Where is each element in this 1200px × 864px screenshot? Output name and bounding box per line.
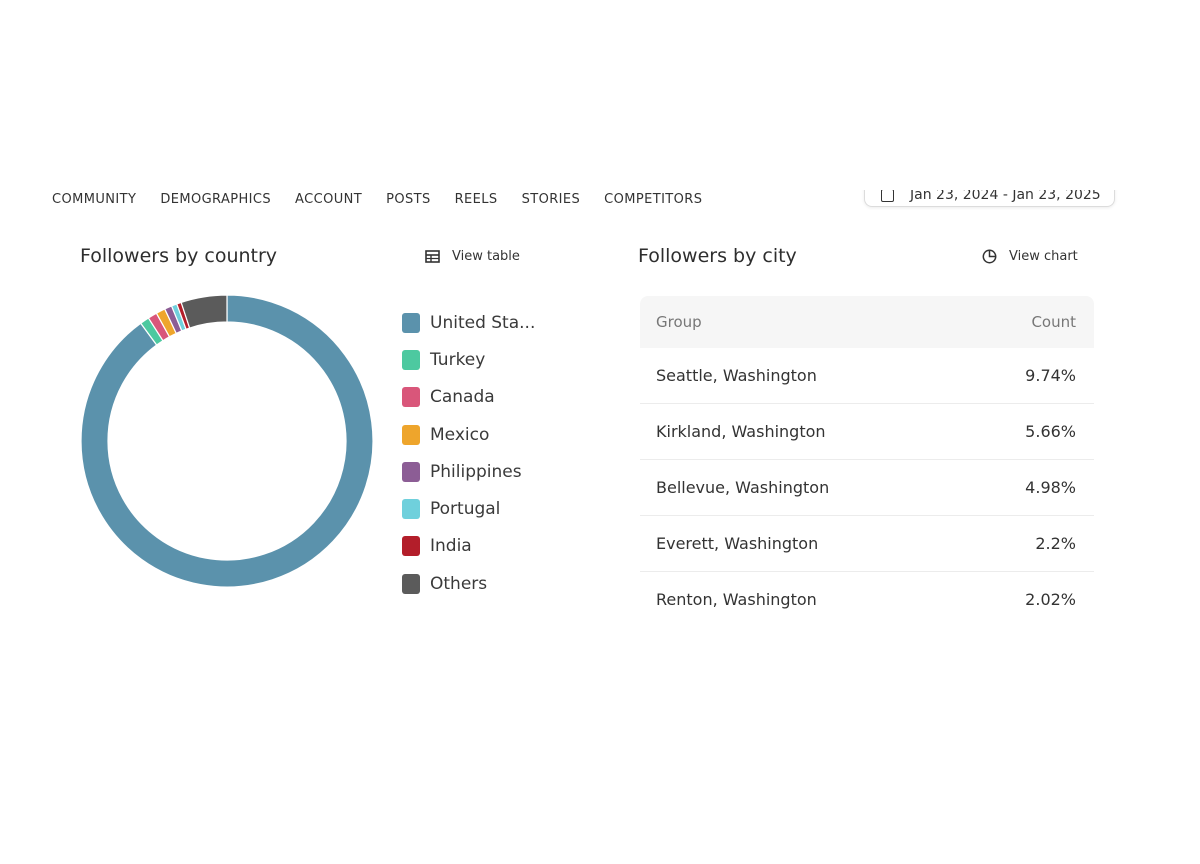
top-nav: COMMUNITY DEMOGRAPHICS ACCOUNT POSTS REE…	[0, 190, 1200, 210]
legend-label: Mexico	[430, 424, 490, 445]
city-count: 9.74%	[1025, 366, 1076, 385]
column-header-count: Count	[1031, 313, 1076, 331]
legend-swatch	[402, 499, 420, 520]
legend-item-united-states[interactable]: United Sta...	[402, 304, 535, 341]
table-row: Kirkland, Washington 5.66%	[640, 404, 1094, 460]
city-name: Bellevue, Washington	[656, 478, 830, 497]
city-name: Seattle, Washington	[656, 366, 817, 385]
table-icon	[425, 250, 440, 263]
tab-demographics[interactable]: DEMOGRAPHICS	[160, 192, 272, 207]
legend-item-portugal[interactable]: Portugal	[402, 490, 535, 527]
date-range-text: Jan 23, 2024 - Jan 23, 2025	[910, 190, 1101, 203]
legend-swatch	[402, 536, 420, 557]
legend-label: India	[430, 536, 472, 557]
legend-swatch	[402, 573, 420, 594]
tab-posts[interactable]: POSTS	[386, 192, 431, 207]
legend-item-turkey[interactable]: Turkey	[402, 341, 535, 378]
tab-community[interactable]: COMMUNITY	[52, 192, 137, 207]
legend-label: Turkey	[430, 349, 486, 370]
country-card-title: Followers by country	[80, 245, 278, 267]
view-chart-label: View chart	[1009, 249, 1078, 264]
legend-label: Philippines	[430, 461, 522, 482]
legend-item-mexico[interactable]: Mexico	[402, 416, 535, 453]
tab-account[interactable]: ACCOUNT	[295, 192, 363, 207]
city-count: 5.66%	[1025, 422, 1076, 441]
legend-swatch	[402, 424, 420, 445]
table-row: Seattle, Washington 9.74%	[640, 348, 1094, 404]
tab-stories[interactable]: STORIES	[521, 192, 581, 207]
date-range-picker[interactable]: Jan 23, 2024 - Jan 23, 2025	[864, 190, 1115, 207]
legend-item-philippines[interactable]: Philippines	[402, 453, 535, 490]
calendar-icon	[881, 190, 894, 202]
legend-swatch	[402, 461, 420, 482]
table-row: Bellevue, Washington 4.98%	[640, 460, 1094, 516]
city-count: 4.98%	[1025, 478, 1076, 497]
legend-item-others[interactable]: Others	[402, 565, 535, 602]
donut-slice-united-sta[interactable]	[80, 294, 374, 588]
city-card-title: Followers by city	[638, 245, 797, 267]
table-row: Everett, Washington 2.2%	[640, 516, 1094, 572]
legend-swatch	[402, 387, 420, 408]
table-header: Group Count	[640, 296, 1094, 348]
country-donut-chart	[80, 294, 374, 588]
legend-label: Canada	[430, 387, 495, 408]
tab-reels[interactable]: REELS	[454, 192, 498, 207]
view-table-label: View table	[452, 249, 520, 264]
city-name: Everett, Washington	[656, 534, 819, 553]
legend-label: United Sta...	[430, 312, 536, 333]
column-header-group: Group	[656, 313, 702, 331]
table-row: Renton, Washington 2.02%	[640, 572, 1094, 627]
pie-chart-icon	[982, 249, 997, 264]
legend-swatch	[402, 349, 420, 370]
tab-competitors[interactable]: COMPETITORS	[604, 192, 703, 207]
city-name: Renton, Washington	[656, 590, 817, 609]
legend-swatch	[402, 312, 420, 333]
donut-slice-others[interactable]	[180, 294, 228, 329]
city-count: 2.02%	[1025, 590, 1076, 609]
view-chart-button[interactable]: View chart	[982, 249, 1078, 264]
legend-label: Portugal	[430, 499, 501, 520]
nav-tabs: COMMUNITY DEMOGRAPHICS ACCOUNT POSTS REE…	[52, 192, 726, 207]
legend-item-canada[interactable]: Canada	[402, 379, 535, 416]
city-count: 2.2%	[1035, 534, 1076, 553]
legend-label: Others	[430, 573, 488, 594]
country-legend: United Sta... Turkey Canada Mexico Phili…	[402, 304, 535, 602]
legend-item-india[interactable]: India	[402, 528, 535, 565]
view-table-button[interactable]: View table	[425, 249, 520, 264]
city-name: Kirkland, Washington	[656, 422, 826, 441]
city-table: Group Count Seattle, Washington 9.74% Ki…	[640, 296, 1094, 627]
